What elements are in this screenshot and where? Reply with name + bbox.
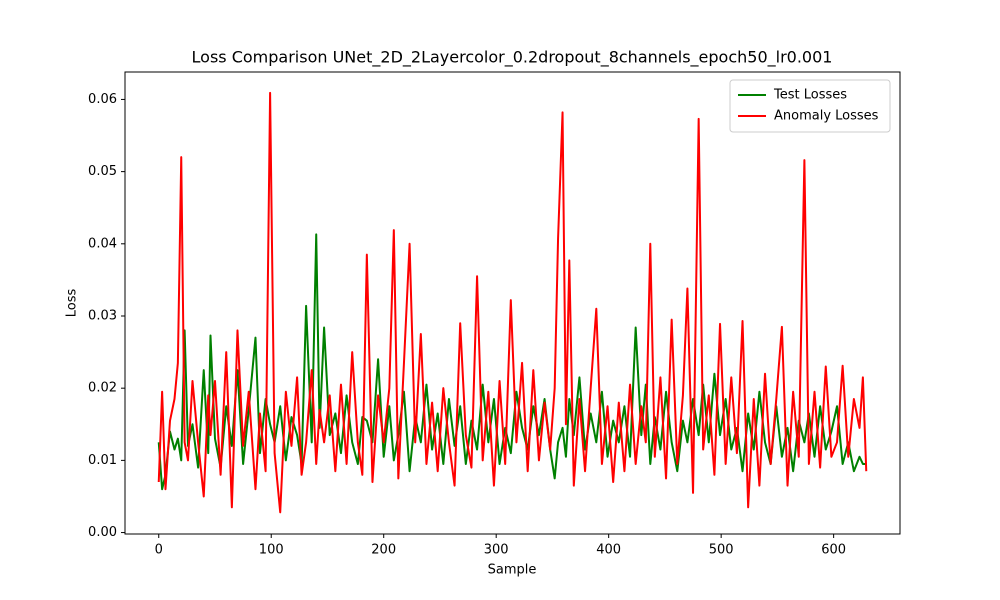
x-tick-label: 200 — [371, 543, 396, 558]
x-tick-label: 0 — [155, 543, 163, 558]
y-tick-label: 0.00 — [88, 525, 117, 540]
x-tick-label: 400 — [596, 543, 621, 558]
y-axis-label: Loss — [65, 289, 80, 318]
series-line — [157, 233, 867, 491]
y-tick-label: 0.05 — [88, 164, 117, 179]
chart-title: Loss Comparison UNet_2D_2Layercolor_0.2d… — [192, 48, 833, 68]
y-tick-label: 0.03 — [88, 308, 117, 323]
y-tick-label: 0.06 — [88, 92, 117, 107]
plot-frame — [124, 71, 901, 535]
y-tick-label: 0.04 — [88, 236, 117, 251]
legend-label: Test Losses — [773, 88, 847, 103]
x-tick-label: 600 — [821, 543, 846, 558]
y-tick-label: 0.01 — [88, 453, 117, 468]
legend-label: Anomaly Losses — [774, 109, 879, 124]
x-tick-label: 100 — [259, 543, 284, 558]
x-tick-label: 500 — [709, 543, 734, 558]
x-axis-label: Sample — [488, 563, 537, 578]
x-tick-label: 300 — [484, 543, 509, 558]
series-line — [157, 91, 868, 514]
y-tick-label: 0.02 — [88, 381, 117, 396]
legend-box — [729, 79, 891, 133]
